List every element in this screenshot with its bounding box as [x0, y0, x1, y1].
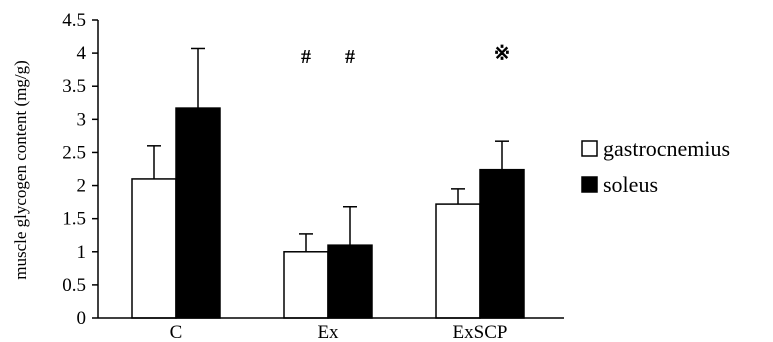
error-bars: [147, 47, 509, 252]
bar-gastrocnemius-c: [131, 178, 177, 319]
bar-gastrocnemius-ex: [283, 251, 329, 319]
x-tick-label-c: C: [170, 322, 183, 342]
x-axis-tick-labels: C Ex ExSCP: [170, 322, 508, 342]
x-tick-label-exscp: ExSCP: [453, 322, 508, 342]
y-tick-label: 1.5: [62, 209, 86, 230]
significance-marker: ※: [494, 43, 511, 65]
y-tick-label: 1: [77, 242, 87, 263]
significance-marker: #: [345, 46, 355, 68]
bar-soleus-exscp: [479, 168, 525, 319]
legend-swatch-gastrocnemius: [581, 140, 598, 157]
legend-label-soleus: soleus: [603, 172, 658, 197]
y-tick-label: 3: [77, 109, 87, 130]
y-tick-label: 2.5: [62, 142, 86, 163]
y-axis-label: muscle glycogen content (mg/g): [11, 60, 30, 280]
bar-soleus-ex: [327, 244, 373, 319]
significance-annotations: # # ※: [301, 43, 510, 68]
x-tick-label-ex: Ex: [317, 322, 339, 342]
axes: [97, 20, 564, 319]
bar-gastrocnemius-exscp: [435, 203, 481, 319]
y-tick-label: 0: [77, 308, 87, 329]
y-tick-label: 4.5: [62, 10, 86, 31]
y-tick-label: 3.5: [62, 76, 86, 97]
y-tick-label: 0.5: [62, 275, 86, 296]
y-axis-ticks: 0 0.5 1 1.5 2 2.5 3 3.5 4 4.5: [62, 10, 98, 329]
significance-marker: #: [301, 46, 311, 68]
y-tick-label: 4: [77, 43, 87, 64]
legend: gastrocnemius soleus: [581, 136, 730, 197]
y-tick-label: 2: [77, 176, 87, 197]
legend-swatch-soleus: [581, 176, 598, 193]
bars: [131, 107, 525, 319]
bar-soleus-c: [175, 107, 221, 319]
legend-label-gastrocnemius: gastrocnemius: [603, 136, 730, 161]
